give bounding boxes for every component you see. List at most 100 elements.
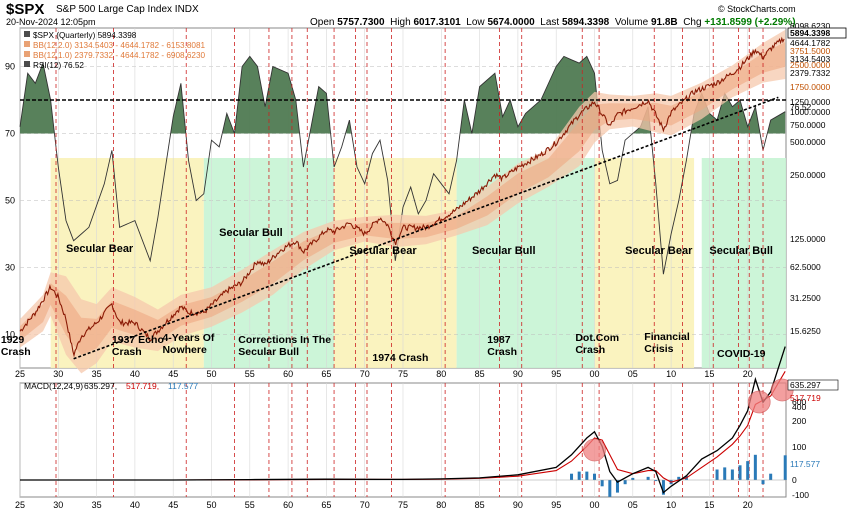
- legend-entry-3: RSI(12) 76.52: [33, 61, 84, 70]
- price-x-tick-4: 45: [168, 369, 178, 379]
- event-label-2-0: 4-Years Of: [162, 332, 214, 344]
- macd-axis-tick-4: 0: [792, 475, 797, 485]
- macd-x-tick-14: 95: [551, 500, 561, 510]
- price-x-tick-11: 80: [436, 369, 446, 379]
- price-x-tick-9: 70: [360, 369, 370, 379]
- zone-bear-2: [334, 158, 457, 368]
- open-label: Open: [310, 17, 335, 28]
- macd-histogram-bar-13: [677, 476, 681, 480]
- spx-price-line: [19, 36, 785, 358]
- zone-bear-4: [594, 158, 695, 368]
- macd-histogram-bar-20: [753, 454, 757, 480]
- price-x-tick-17: 10: [666, 369, 676, 379]
- macd-histogram-bar-8: [631, 477, 635, 480]
- event-label-6-1: Crash: [575, 344, 605, 356]
- macd-x-tick-17: 10: [666, 500, 676, 510]
- price-x-tick-13: 90: [513, 369, 523, 379]
- event-label-3-0: Corrections In The: [238, 334, 331, 346]
- macd-x-tick-10: 75: [398, 500, 408, 510]
- price-x-tick-3: 40: [130, 369, 140, 379]
- macd-x-tick-13: 90: [513, 500, 523, 510]
- zone-bull-5: [701, 158, 786, 368]
- macd-x-tick-2: 35: [92, 500, 102, 510]
- rsi-axis-tick-3: 30: [5, 263, 15, 273]
- macd-histogram-bar-21: [761, 480, 765, 485]
- zone-label-1: Secular Bull: [219, 227, 283, 239]
- macd-legend-value-0: 635.297,: [84, 381, 117, 391]
- rsi-last-label: 76.52: [790, 102, 812, 112]
- macd-x-tick-0: 25: [15, 500, 25, 510]
- macd-axis-tick-0: 600: [792, 397, 806, 407]
- macd-highlight-1: [747, 390, 771, 414]
- right-axis-tick-7: 1750.0000: [790, 82, 830, 92]
- macd-histogram-bar-15: [715, 469, 719, 480]
- event-label-7-0: Financial: [644, 331, 690, 343]
- zone-label-2: Secular Bear: [349, 245, 417, 257]
- macd-line: [20, 346, 786, 494]
- macd-x-tick-9: 70: [360, 500, 370, 510]
- macd-x-tick-15: 00: [589, 500, 599, 510]
- price-x-tick-5: 50: [206, 369, 216, 379]
- macd-histogram-bar-19: [746, 461, 750, 480]
- price-x-tick-12: 85: [475, 369, 485, 379]
- macd-x-tick-11: 80: [436, 500, 446, 510]
- right-axis-tick-10: 750.0000: [790, 120, 826, 130]
- rsi-axis-tick-1: 70: [5, 129, 15, 139]
- legend-swatch-2: [24, 51, 30, 57]
- price-x-tick-7: 60: [283, 369, 293, 379]
- price-x-tick-14: 95: [551, 369, 561, 379]
- macd-x-tick-12: 85: [475, 500, 485, 510]
- legend-swatch-0: [24, 31, 30, 37]
- zone-label-4: Secular Bear: [625, 245, 693, 257]
- rsi-axis-tick-0: 90: [5, 62, 15, 72]
- macd-last-box: [787, 379, 839, 391]
- support-trendline: [73, 96, 779, 360]
- bollinger-inner-band: [20, 42, 786, 355]
- price-x-tick-18: 15: [704, 369, 714, 379]
- high-label: High: [390, 17, 411, 28]
- macd-x-tick-18: 15: [704, 500, 714, 510]
- chart-credit: © StockCharts.com: [718, 4, 796, 14]
- ticker-symbol: $SPX: [6, 1, 45, 18]
- macd-axis-tick-1: 400: [792, 402, 806, 412]
- zone-label-0: Secular Bear: [66, 243, 134, 255]
- last-price-box: [787, 27, 847, 39]
- right-axis-tick-2: 4644.1782: [790, 38, 830, 48]
- right-axis-tick-0: 6098.6230: [790, 21, 830, 31]
- macd-x-tick-1: 30: [53, 500, 63, 510]
- price-x-tick-10: 75: [398, 369, 408, 379]
- macd-last-label: 635.297: [790, 380, 821, 390]
- right-axis-tick-12: 250.0000: [790, 170, 826, 180]
- price-x-tick-6: 55: [245, 369, 255, 379]
- price-x-tick-16: 05: [628, 369, 638, 379]
- macd-axis-tick-2: 200: [792, 416, 806, 426]
- macd-histogram-bar-17: [730, 469, 734, 480]
- legend-swatch-3: [24, 61, 30, 67]
- macd-histogram-bar-22: [769, 473, 773, 480]
- macd-histogram-bar-23: [783, 455, 787, 480]
- legend-swatch-1: [24, 41, 30, 47]
- signal-last-label: 517.719: [790, 393, 821, 403]
- zone-label-5: Secular Bull: [709, 245, 773, 257]
- macd-x-tick-8: 65: [321, 500, 331, 510]
- macd-histogram-bar-4: [600, 480, 604, 487]
- macd-histogram-bar-9: [646, 476, 650, 480]
- macd-histogram-bar-3: [593, 473, 596, 480]
- event-label-1-0: 1937 Echo: [112, 334, 164, 346]
- macd-axis-tick-3: 100: [792, 442, 806, 452]
- price-x-tick-19: 20: [743, 369, 753, 379]
- macd-axis-tick-5: -100: [792, 490, 809, 500]
- legend-entry-1: BB(12,2.0) 3134.5403 - 4644.1782 - 6153.…: [33, 41, 206, 50]
- rsi-axis-tick-2: 50: [5, 196, 15, 206]
- volume-value: 91.8B: [650, 17, 678, 28]
- right-axis-tick-13: 125.0000: [790, 234, 826, 244]
- event-label-6-0: Dot.Com: [575, 332, 619, 344]
- macd-histogram-bar-10: [654, 480, 658, 482]
- price-x-tick-2: 35: [92, 369, 102, 379]
- macd-histogram-bar-18: [738, 465, 742, 480]
- right-axis-tick-9: 1000.0000: [790, 107, 830, 117]
- event-label-7-1: Crisis: [644, 343, 673, 355]
- event-label-3-1: Secular Bull: [238, 346, 299, 358]
- chg-value: +131.8599 (+2.29%): [704, 17, 796, 28]
